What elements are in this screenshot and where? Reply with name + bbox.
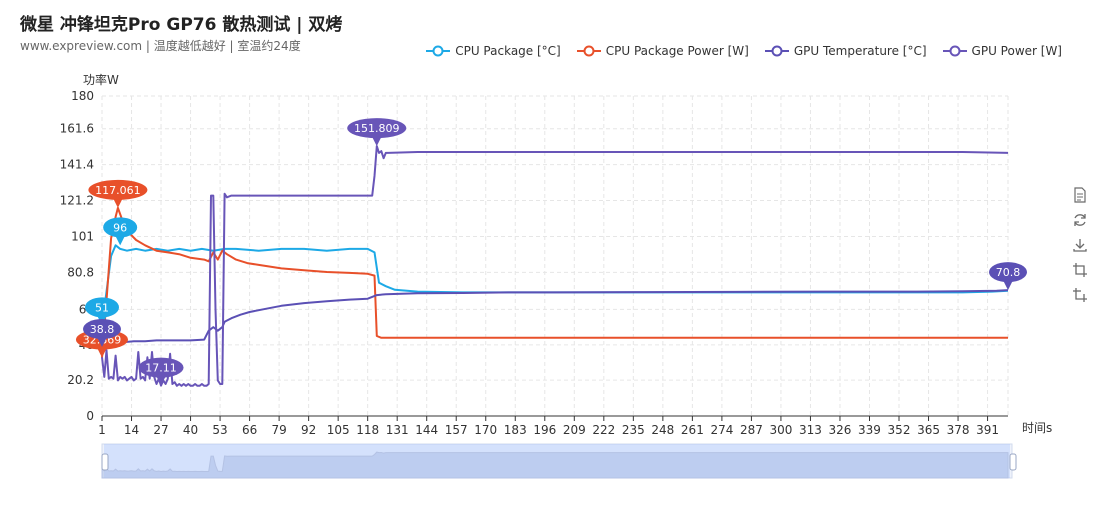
marker-bubble <box>88 179 148 200</box>
series-line-2 <box>101 289 1009 348</box>
series-marker-3: 17.11 <box>138 357 184 386</box>
x-tick-label: 300 <box>769 423 792 437</box>
y-tick-label: 80.8 <box>67 265 94 279</box>
legend-label-cpu-package: CPU Package [°C] <box>455 44 561 58</box>
series-marker-0: 96 <box>103 217 138 246</box>
x-tick-label: 339 <box>858 423 881 437</box>
legend-item-cpu-package-power[interactable]: CPU Package Power [W] <box>576 44 749 58</box>
x-tick-label: 27 <box>153 423 168 437</box>
marker-bubble <box>83 319 121 340</box>
series-line-1 <box>101 206 1008 358</box>
x-tick-label: 131 <box>386 423 409 437</box>
legend-label-gpu-temperature: GPU Temperature [°C] <box>793 44 927 58</box>
legend-swatch-cpu-package-power <box>576 45 601 57</box>
chart-title: 微星 冲锋坦克Pro GP76 散热测试 | 双烤 <box>20 15 343 35</box>
axis-layer: 020.2406080.8101121.2141.4161.6180114274… <box>60 72 1053 437</box>
zoom-handle-right <box>1009 453 1017 471</box>
y-tick-label: 0 <box>86 409 94 423</box>
x-tick-label: 222 <box>592 423 615 437</box>
x-tick-label: 170 <box>474 423 497 437</box>
data-view-icon[interactable] <box>1071 186 1089 204</box>
x-tick-label: 1 <box>98 423 106 437</box>
x-tick-label: 391 <box>976 423 999 437</box>
x-tick-label: 183 <box>504 423 527 437</box>
grid-layer <box>101 95 1009 416</box>
y-tick-label: 141.4 <box>60 158 94 172</box>
marker-label: 96 <box>113 221 127 234</box>
legend-label-gpu-power: GPU Power [W] <box>971 44 1062 58</box>
series-marker-2: 70.8 <box>989 262 1027 291</box>
legend-item-gpu-power[interactable]: GPU Power [W] <box>942 44 1062 58</box>
x-tick-label: 92 <box>301 423 316 437</box>
y-tick-label: 161.6 <box>60 122 94 136</box>
x-tick-label: 378 <box>947 423 970 437</box>
x-tick-label: 287 <box>740 423 763 437</box>
zoom-icon[interactable] <box>1071 261 1089 279</box>
x-tick-label: 326 <box>829 423 852 437</box>
series-marker-2: 38.8 <box>83 319 121 348</box>
x-tick-label: 118 <box>356 423 379 437</box>
x-tick-label: 40 <box>183 423 198 437</box>
y-tick-label: 121.2 <box>60 194 94 208</box>
x-tick-label: 274 <box>710 423 733 437</box>
zoom-preview <box>101 451 1009 479</box>
legend-swatch-cpu-package <box>426 45 451 57</box>
series-marker-1: 117.061 <box>88 179 148 208</box>
zoom-reset-icon[interactable] <box>1071 286 1089 304</box>
x-tick-label: 79 <box>271 423 286 437</box>
x-tick-label: 196 <box>533 423 556 437</box>
marker-label: 38.8 <box>90 323 115 336</box>
series-line-0 <box>101 244 1009 326</box>
x-tick-label: 53 <box>212 423 227 437</box>
legend-item-gpu-temperature[interactable]: GPU Temperature [°C] <box>764 44 927 58</box>
marker-label: 117.061 <box>95 184 141 197</box>
x-tick-label: 66 <box>242 423 257 437</box>
x-tick-label: 144 <box>415 423 438 437</box>
x-tick-label: 105 <box>327 423 350 437</box>
marker-label: 51 <box>95 301 109 314</box>
x-tick-label: 248 <box>651 423 674 437</box>
save-image-icon[interactable] <box>1071 236 1089 254</box>
zoom-handle-left <box>101 453 109 471</box>
marker-bubble <box>138 357 184 378</box>
y-tick-label: 180 <box>71 89 94 103</box>
marker-label: 151.809 <box>354 122 400 135</box>
data-zoom-slider[interactable] <box>101 443 1017 479</box>
marker-bubble <box>103 217 138 238</box>
chart-legend: CPU Package [°C] CPU Package Power [W] G… <box>426 44 1062 58</box>
x-tick-label: 235 <box>622 423 645 437</box>
restore-icon[interactable] <box>1071 211 1089 229</box>
x-axis-label: 时间s <box>1022 421 1052 435</box>
y-axis-label: 功率W <box>83 72 119 87</box>
marker-label: 17.11 <box>145 362 177 375</box>
x-tick-label: 261 <box>681 423 704 437</box>
y-tick-label: 20.2 <box>67 373 94 387</box>
marker-bubble <box>989 262 1027 283</box>
x-tick-label: 365 <box>917 423 940 437</box>
series-marker-3: 151.809 <box>347 118 407 147</box>
x-tick-label: 157 <box>445 423 468 437</box>
legend-swatch-gpu-power <box>942 45 967 57</box>
legend-label-cpu-package-power: CPU Package Power [W] <box>605 44 749 58</box>
chart-subtitle: www.expreview.com | 温度越低越好 | 室温约24度 <box>20 39 301 53</box>
x-tick-label: 352 <box>888 423 911 437</box>
x-tick-label: 14 <box>124 423 139 437</box>
toolbox <box>1071 186 1089 304</box>
marker-bubble <box>347 118 407 139</box>
series-line-3 <box>101 145 1009 387</box>
x-tick-label: 313 <box>799 423 822 437</box>
marker-label: 70.8 <box>996 266 1021 279</box>
marker-bubble <box>85 297 119 318</box>
y-tick-label: 101 <box>71 229 94 243</box>
legend-swatch-gpu-temperature <box>764 45 789 57</box>
legend-item-cpu-package[interactable]: CPU Package [°C] <box>426 44 561 58</box>
x-tick-label: 209 <box>563 423 586 437</box>
series-layer <box>101 145 1009 387</box>
